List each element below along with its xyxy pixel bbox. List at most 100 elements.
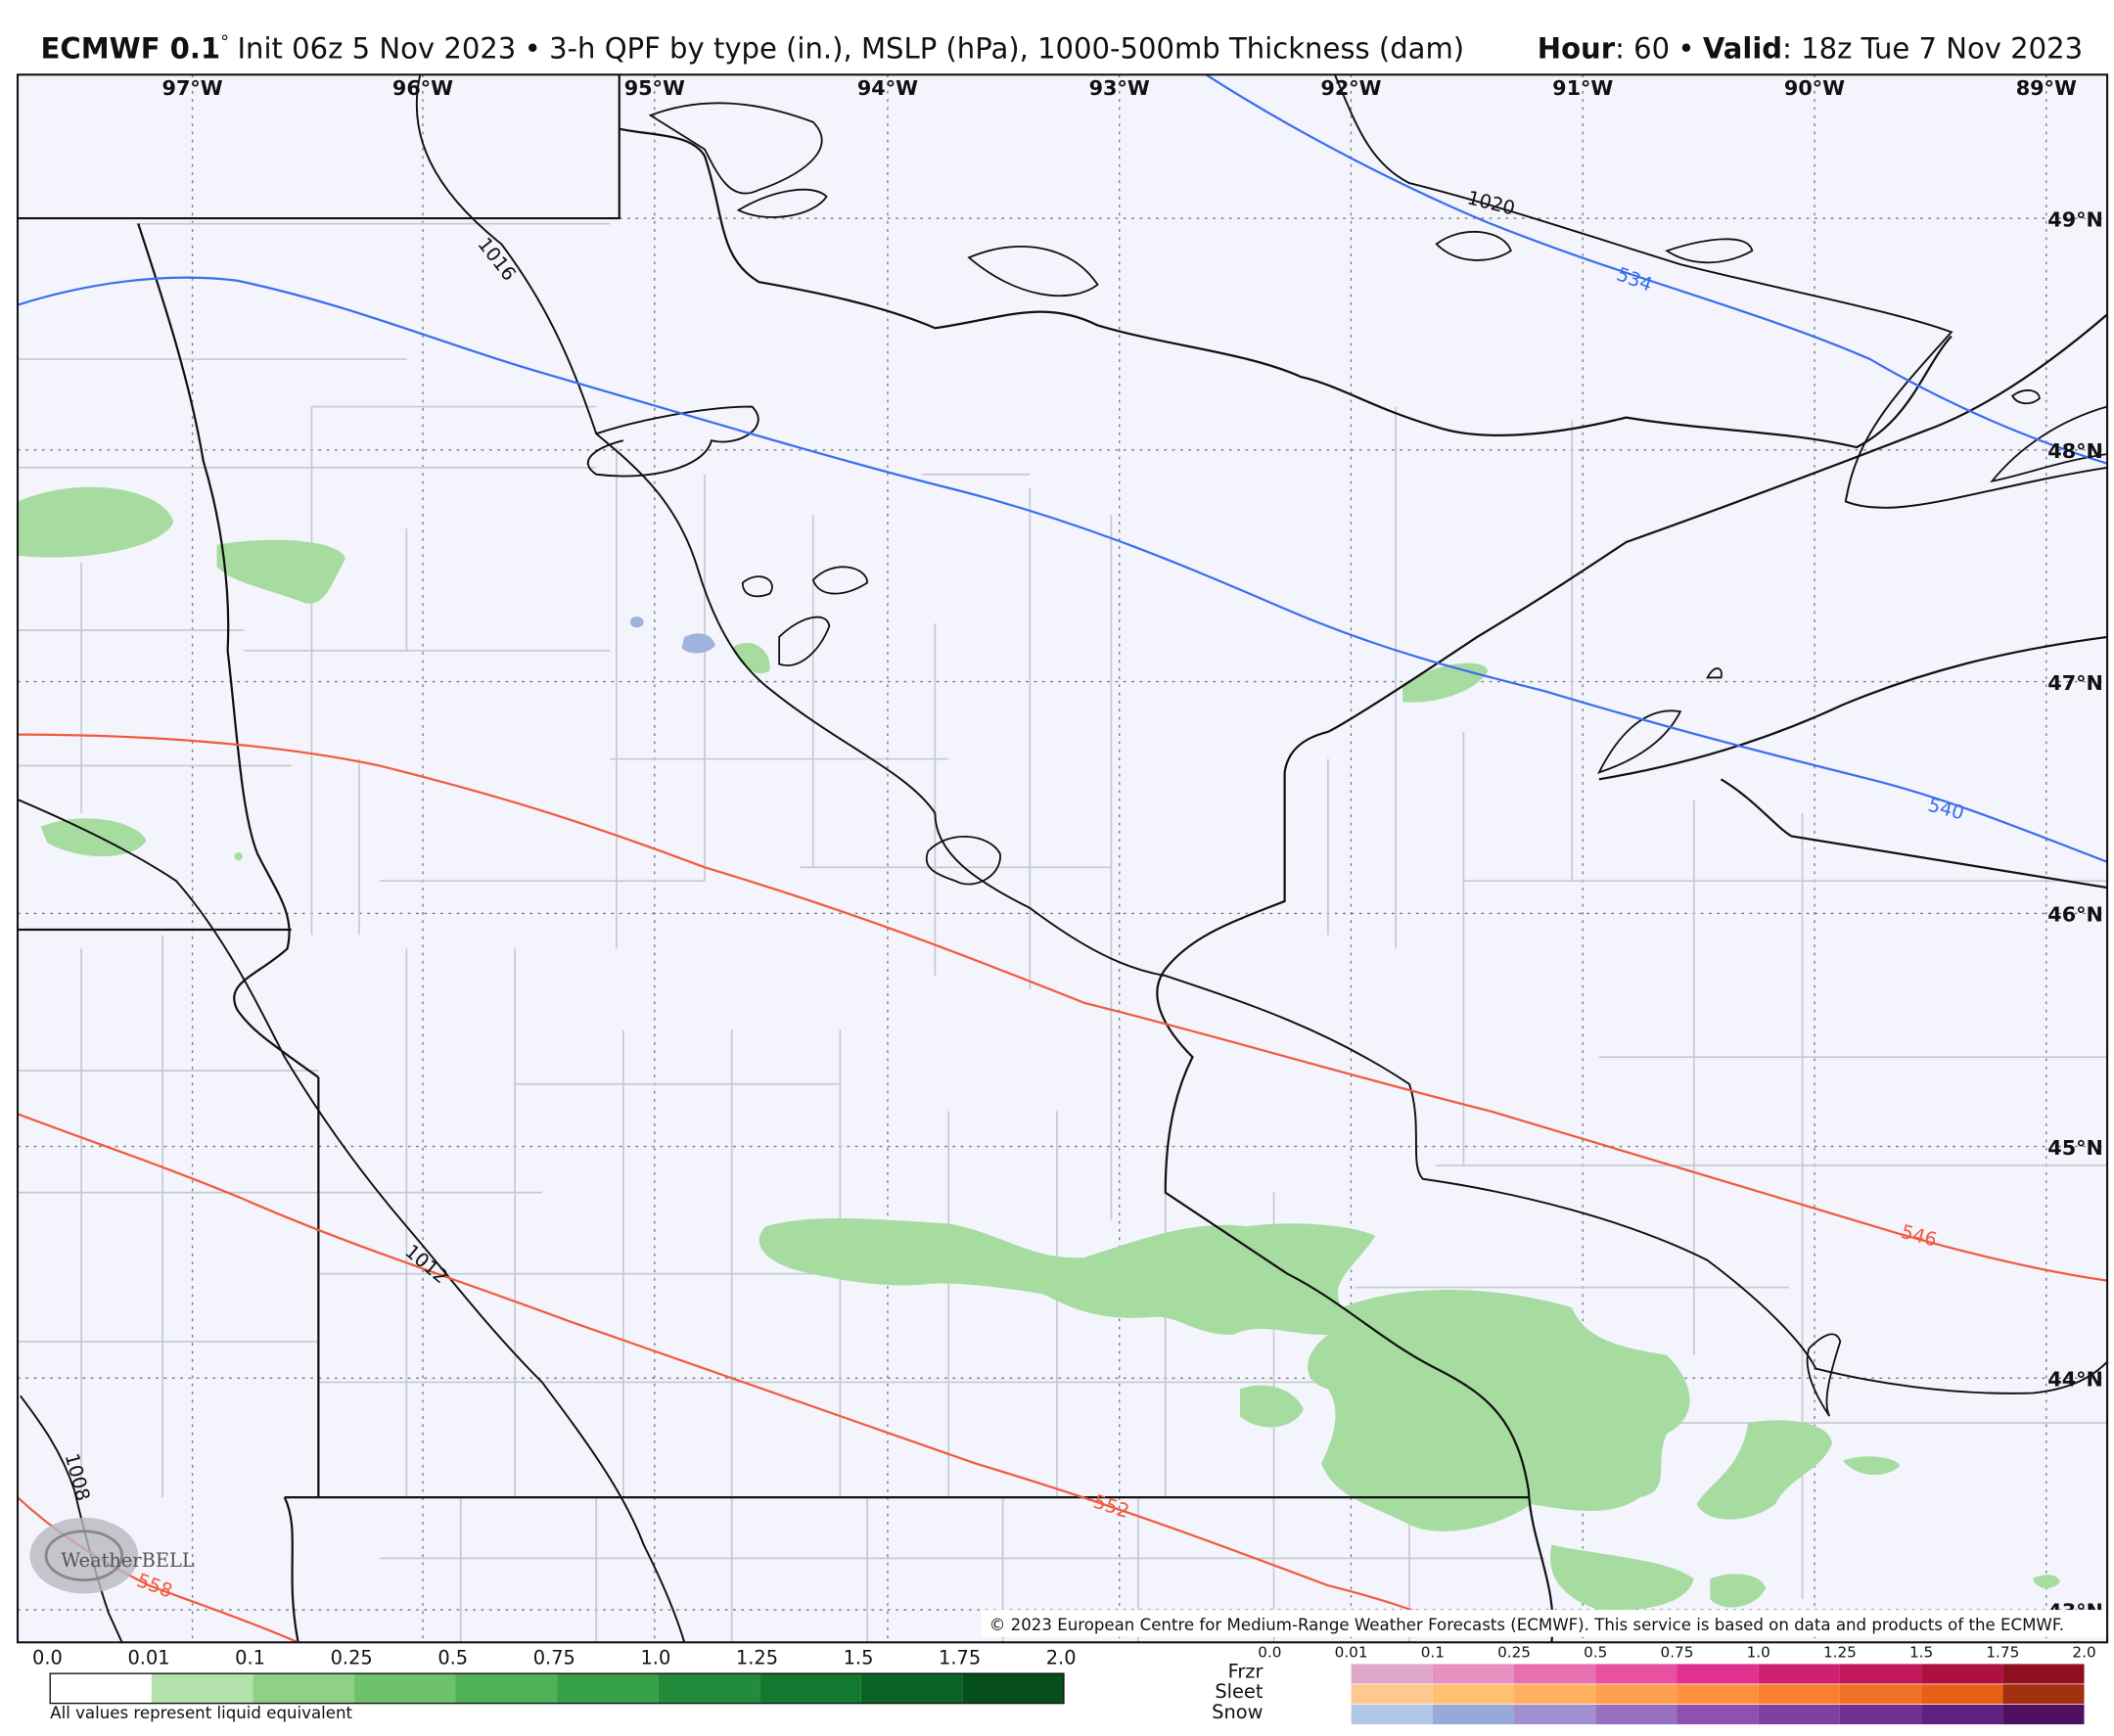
qpf-tick-label: 1.0 — [640, 1646, 670, 1668]
longitude-label: 92°W — [1320, 76, 1381, 100]
type-tick-label: 2.0 — [2072, 1644, 2095, 1662]
latitude-label: 44°N — [2047, 1368, 2103, 1392]
valid-label: Valid — [1703, 32, 1782, 66]
type-swatch — [1351, 1664, 1433, 1684]
qpf-tick-label: 1.5 — [844, 1646, 874, 1668]
qpf-swatch — [557, 1673, 659, 1704]
qpf-tick-label: 0.0 — [32, 1646, 63, 1668]
longitude-label: 96°W — [392, 76, 453, 100]
separator: • — [1677, 32, 1694, 66]
qpf-swatch — [759, 1673, 861, 1704]
type-swatch — [1432, 1705, 1515, 1725]
qpf-tick-label: 0.1 — [235, 1646, 265, 1668]
longitude-label: 93°W — [1089, 76, 1150, 100]
copyright: © 2023 European Centre for Medium-Range … — [989, 1616, 2064, 1634]
type-tick-label: 0.75 — [1661, 1644, 1694, 1662]
county-lines — [18, 222, 2108, 1643]
latitude-label: 49°N — [2047, 207, 2103, 231]
header-right: Hour: 60 • Valid: 18z Tue 7 Nov 2023 — [1538, 32, 2083, 66]
hour-label: Hour — [1538, 32, 1616, 66]
longitude-label: 91°W — [1552, 76, 1613, 100]
header-left: ECMWF 0.1° Init 06z 5 Nov 2023 • 3-h QPF by… — [41, 32, 1465, 66]
qpf-legend: 0.0 0.01 0.1 0.25 0.5 0.75 1.0 1.25 1.5 1.75 2.0 — [32, 1646, 1077, 1705]
logo: WeatherBELL — [29, 1517, 195, 1594]
qpf-tick-label: 1.25 — [736, 1646, 778, 1668]
qpf-tick-label: 0.01 — [127, 1646, 169, 1668]
type-label: Frzr — [1228, 1660, 1264, 1682]
borders — [18, 74, 2108, 1643]
map-frame — [16, 73, 2109, 1644]
fields: 3-h QPF by type (in.), MSLP (hPa), 1000-… — [549, 32, 1464, 66]
logo-text: WeatherBELL — [61, 1549, 195, 1572]
type-tick-label: 1.75 — [1986, 1644, 2019, 1662]
type-swatch — [1432, 1664, 1515, 1684]
type-swatch — [1839, 1684, 1922, 1705]
separator: • — [525, 32, 541, 66]
type-swatch — [1921, 1684, 2003, 1705]
type-swatch — [1514, 1684, 1596, 1705]
qpf-tick-label: 2.0 — [1046, 1646, 1077, 1668]
type-swatch — [2002, 1684, 2085, 1705]
type-swatch — [1921, 1664, 2003, 1684]
isobars — [18, 74, 2108, 1643]
latitude-label: 47°N — [2047, 671, 2103, 695]
type-swatch — [1758, 1705, 1840, 1725]
type-tick-label: 1.0 — [1747, 1644, 1770, 1662]
type-swatch — [1839, 1664, 1922, 1684]
type-tick-label: 0.0 — [1258, 1644, 1281, 1662]
type-swatch — [1514, 1664, 1596, 1684]
longitude-label: 90°W — [1784, 76, 1845, 100]
latitude-label: 45°N — [2047, 1136, 2103, 1160]
precip-type-legend: 0.0 0.01 0.1 0.25 0.5 0.75 1.0 1.25 1.5 1.75 2.0 Fr… — [1212, 1644, 2096, 1725]
type-swatch — [1595, 1664, 1677, 1684]
qpf-swatch — [962, 1673, 1064, 1704]
precip-rain — [18, 486, 2060, 1611]
type-tick-label: 0.01 — [1335, 1644, 1368, 1662]
qpf-tick-label: 0.25 — [331, 1646, 373, 1668]
qpf-swatch — [658, 1673, 760, 1704]
latitude-label: 48°N — [2047, 439, 2103, 463]
qpf-swatch — [455, 1673, 558, 1704]
type-swatch — [1351, 1705, 1433, 1725]
type-swatch — [2002, 1705, 2085, 1725]
init: Init 06z 5 Nov 2023 — [237, 32, 516, 66]
qpf-tick-label: 1.75 — [939, 1646, 981, 1668]
type-swatch — [1677, 1705, 1759, 1725]
qpf-swatch — [860, 1673, 963, 1704]
type-swatch — [1595, 1705, 1677, 1725]
longitude-label: 95°W — [624, 76, 685, 100]
longitude-label: 97°W — [162, 76, 223, 100]
hour: : 60 — [1615, 32, 1670, 66]
type-swatch — [1514, 1705, 1596, 1725]
longitude-label: 94°W — [857, 76, 918, 100]
qpf-swatch — [50, 1673, 152, 1704]
latitude-label: 46°N — [2047, 903, 2103, 927]
copyright-bg — [981, 1610, 2108, 1637]
type-tick-label: 0.1 — [1421, 1644, 1445, 1662]
type-tick-label: 0.5 — [1584, 1644, 1607, 1662]
type-swatch — [1677, 1664, 1759, 1684]
qpf-swatch — [253, 1673, 354, 1704]
qpf-swatch — [151, 1673, 253, 1704]
legend-note: All values represent liquid equivalent — [50, 1704, 352, 1722]
degree: ° — [220, 32, 229, 53]
type-swatch — [1921, 1705, 2003, 1725]
longitude-label: 89°W — [2016, 76, 2077, 100]
type-label: Sleet — [1215, 1680, 1264, 1703]
type-swatch — [1758, 1684, 1840, 1705]
type-tick-label: 1.25 — [1823, 1644, 1857, 1662]
model: ECMWF 0.1 — [41, 32, 221, 66]
type-tick-label: 0.25 — [1497, 1644, 1531, 1662]
type-swatch — [2002, 1664, 2085, 1684]
precip-snow — [629, 617, 716, 654]
lakes — [648, 102, 2108, 1417]
type-swatch — [1758, 1664, 1840, 1684]
map: 1020 1016 1012 1008 534 540 546 552 558 … — [18, 74, 2108, 1643]
qpf-swatch — [353, 1673, 456, 1704]
type-swatch — [1677, 1684, 1759, 1705]
qpf-tick-label: 0.75 — [533, 1646, 575, 1668]
qpf-tick-label: 0.5 — [437, 1646, 468, 1668]
qpf-frame — [49, 1672, 1065, 1705]
thickness-534-540 — [18, 74, 2108, 863]
